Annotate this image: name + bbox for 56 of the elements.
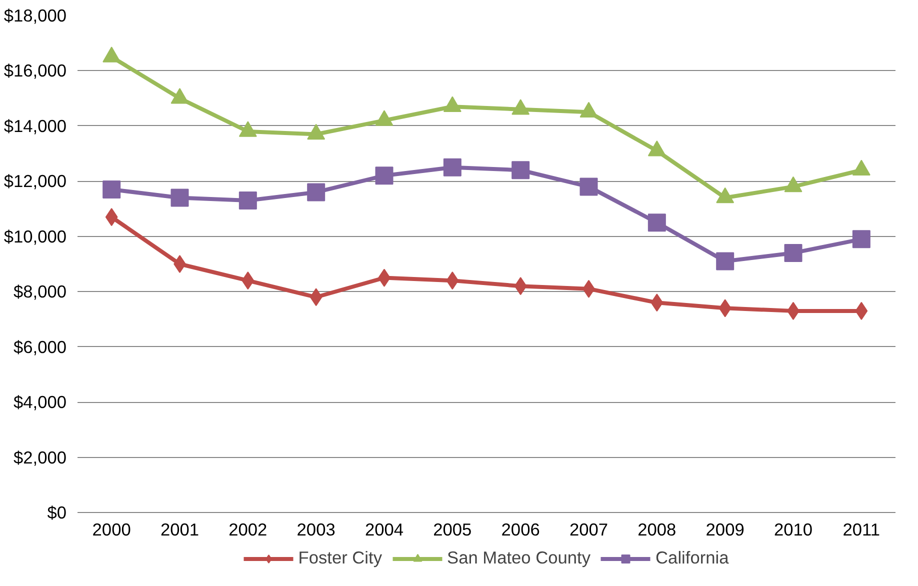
point xyxy=(307,183,326,202)
y-tick-label: $2,000 xyxy=(14,447,66,468)
x-tick-label: 2003 xyxy=(296,520,336,540)
point xyxy=(375,166,394,185)
point xyxy=(238,191,257,210)
x-tick-label: 2005 xyxy=(433,520,472,540)
x-tick-label: 2011 xyxy=(842,520,880,540)
point xyxy=(375,110,394,126)
point xyxy=(580,178,598,196)
x-tick-label: 2008 xyxy=(638,520,676,540)
y-tick-label: $8,000 xyxy=(14,282,66,302)
point xyxy=(512,161,530,180)
y-tick-label: $0 xyxy=(47,502,67,522)
x-tick-label: 2006 xyxy=(501,520,540,540)
y-tick-label: $10,000 xyxy=(4,226,67,246)
point xyxy=(784,244,802,262)
x-tick-label: 2001 xyxy=(160,520,200,540)
point xyxy=(648,140,666,156)
point xyxy=(105,208,118,226)
point xyxy=(648,214,666,232)
point xyxy=(852,230,870,248)
point xyxy=(310,288,322,306)
x-tick-label: 2010 xyxy=(774,520,813,540)
point xyxy=(170,88,189,104)
point xyxy=(580,102,598,118)
point xyxy=(512,99,530,115)
point xyxy=(102,46,121,62)
x-tick-label: 2004 xyxy=(364,520,404,540)
point xyxy=(170,188,189,207)
y-tick-label: $18,000 xyxy=(4,6,67,26)
point xyxy=(307,124,326,140)
y-tick-label: $4,000 xyxy=(14,392,66,412)
point xyxy=(852,160,870,176)
point xyxy=(443,96,462,112)
y-tick-label: $6,000 xyxy=(14,336,66,357)
point xyxy=(855,302,868,320)
point xyxy=(784,176,802,192)
y-tick-label: $12,000 xyxy=(4,171,67,192)
point xyxy=(242,272,254,290)
point xyxy=(716,252,734,270)
legend-label: Foster City xyxy=(298,548,382,568)
point xyxy=(443,158,462,176)
y-tick-label: $14,000 xyxy=(4,116,67,136)
x-tick-label: 2009 xyxy=(706,520,744,540)
legend-label: San Mateo County xyxy=(447,548,591,568)
point xyxy=(446,272,459,290)
point xyxy=(650,294,664,312)
legend-label: California xyxy=(656,548,729,568)
y-tick-label: $16,000 xyxy=(4,60,67,81)
point xyxy=(718,299,732,318)
point xyxy=(238,121,257,137)
x-tick-label: 2007 xyxy=(569,520,608,540)
x-tick-label: 2002 xyxy=(228,520,268,540)
point xyxy=(102,180,121,198)
x-tick-label: 2000 xyxy=(92,520,131,540)
point xyxy=(514,277,527,296)
